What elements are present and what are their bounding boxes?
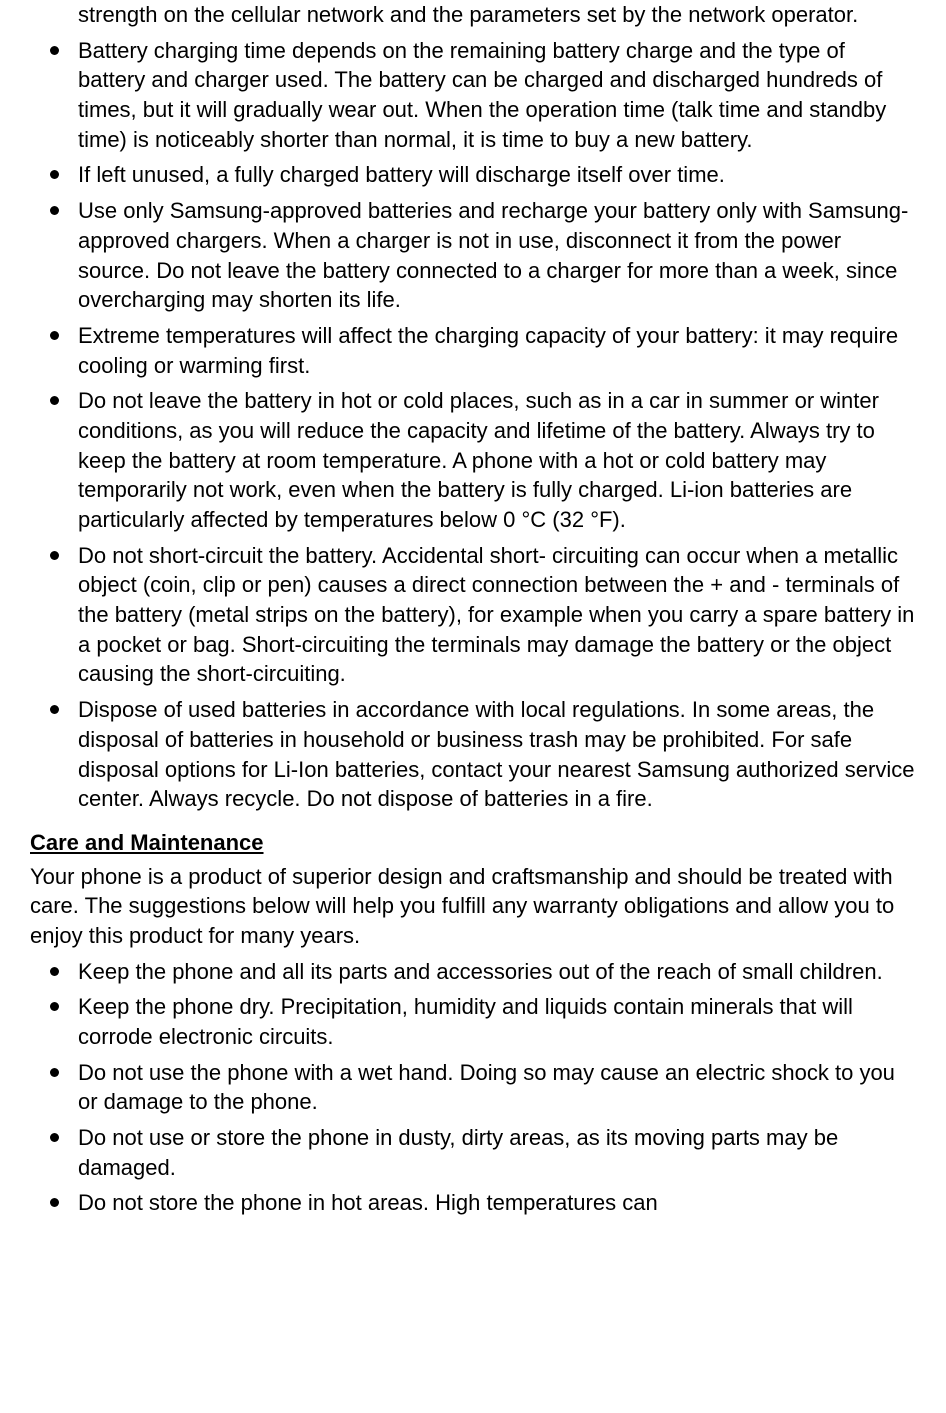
battery-bullet-list: Battery charging time depends on the rem…: [30, 36, 916, 814]
care-maintenance-heading: Care and Maintenance: [30, 828, 916, 858]
list-item: Keep the phone and all its parts and acc…: [78, 957, 916, 987]
list-item: Do not leave the battery in hot or cold …: [78, 386, 916, 534]
list-item: Use only Samsung-approved batteries and …: [78, 196, 916, 315]
list-item: Keep the phone dry. Precipitation, humid…: [78, 992, 916, 1051]
list-item: Do not short-circuit the battery. Accide…: [78, 541, 916, 689]
document-page: strength on the cellular network and the…: [30, 0, 916, 1218]
list-item: Dispose of used batteries in accordance …: [78, 695, 916, 814]
list-item: Do not use the phone with a wet hand. Do…: [78, 1058, 916, 1117]
partial-continued-text: strength on the cellular network and the…: [30, 0, 916, 30]
list-item: Do not store the phone in hot areas. Hig…: [78, 1188, 916, 1218]
list-item: If left unused, a fully charged battery …: [78, 160, 916, 190]
list-item: Battery charging time depends on the rem…: [78, 36, 916, 155]
care-bullet-list: Keep the phone and all its parts and acc…: [30, 957, 916, 1219]
list-item: Do not use or store the phone in dusty, …: [78, 1123, 916, 1182]
care-intro-paragraph: Your phone is a product of superior desi…: [30, 862, 916, 951]
list-item: Extreme temperatures will affect the cha…: [78, 321, 916, 380]
